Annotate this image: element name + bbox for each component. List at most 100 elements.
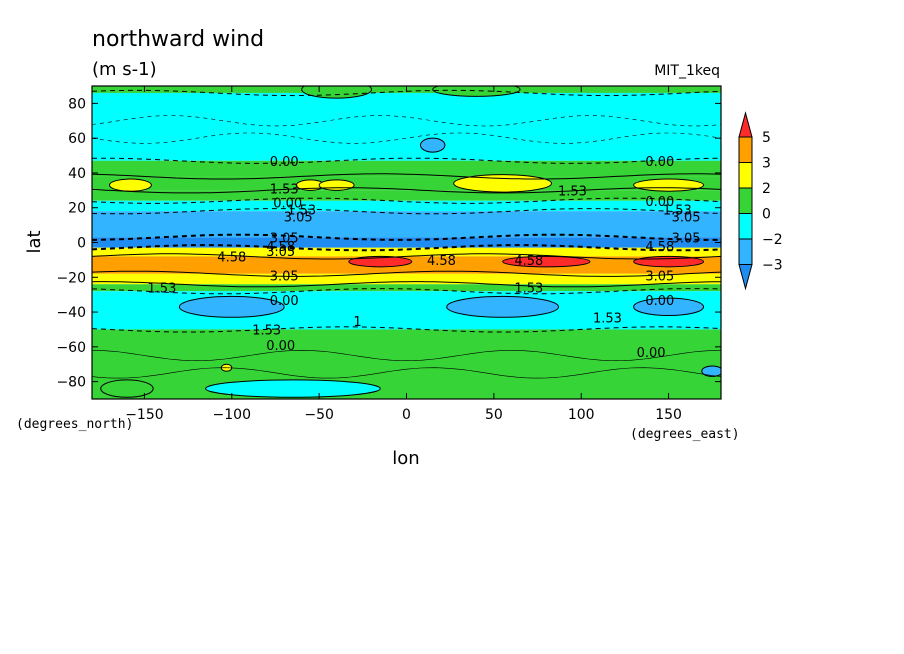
contour-label: 4.58 — [427, 254, 456, 269]
contour-label: 3.05 — [270, 270, 299, 285]
contour-label: 0.00 — [273, 197, 302, 212]
colorbar-swatch — [738, 136, 753, 163]
contour-label: 0.00 — [645, 195, 674, 210]
contour-label: 3.05 — [672, 210, 701, 225]
band-13 — [92, 329, 721, 399]
colorbar-swatch — [738, 162, 753, 189]
x-tick-label: 100 — [568, 407, 595, 423]
contour-line-4 — [92, 187, 721, 194]
chart-title: northward wind — [92, 27, 264, 52]
contour-line-8 — [92, 244, 721, 252]
contour-label: 1.53 — [252, 323, 281, 338]
colorbar-label: 0 — [762, 207, 771, 223]
contour-line-5 — [92, 197, 721, 204]
colorbar-label: 3 — [762, 156, 771, 172]
band-5 — [92, 200, 721, 212]
contour-line-11 — [92, 281, 721, 288]
colorbar-label: 5 — [762, 130, 771, 146]
contour-label: 4.58 — [266, 240, 295, 255]
band-2 — [92, 160, 721, 177]
contour-label: 1.53 — [558, 184, 587, 199]
y-tick-label: −80 — [56, 375, 86, 391]
chart-units: (m s-1) — [92, 59, 157, 80]
colorbar: 5 3 2 0 −2 −3 — [738, 111, 783, 291]
blob-17 — [432, 86, 521, 97]
contour-label: 4.58 — [645, 240, 674, 255]
contour-label: 0.00 — [637, 346, 666, 361]
y-tick-label: 0 — [77, 236, 86, 252]
x-tick-label: −150 — [125, 407, 163, 423]
contour-label: 1.53 — [593, 311, 622, 326]
colorbar-label: −2 — [762, 232, 783, 248]
contour-line-6 — [92, 208, 721, 215]
contour-label: 3.05 — [645, 270, 674, 285]
blob-15 — [701, 365, 721, 377]
contour-lines — [92, 89, 721, 379]
contour-label: 4.58 — [514, 254, 543, 269]
blob-7 — [446, 295, 560, 318]
x-tick-label: 150 — [655, 407, 682, 423]
blob-9 — [348, 255, 413, 268]
colorbar-bottom-arrow — [738, 264, 753, 291]
band-3 — [92, 176, 721, 191]
blob-10 — [502, 255, 591, 268]
contour-label: 0.00 — [645, 155, 674, 170]
contour-label: 1.53 — [147, 282, 176, 297]
x-tick-label: 0 — [402, 407, 411, 423]
contour-line-10 — [92, 270, 721, 277]
contour-label: 0.00 — [266, 339, 295, 354]
band-8 — [92, 247, 721, 257]
y-axis-label: lat — [24, 230, 45, 253]
y-tick-label: −40 — [56, 305, 86, 321]
y-tick-label: 20 — [68, 201, 86, 217]
blob-5 — [419, 137, 446, 153]
contour-label: 3.05 — [266, 245, 295, 260]
x-axis-ticks: −150 −100 −50 0 50 100 150 — [125, 86, 682, 423]
y-units-note: (degrees_north) — [16, 417, 133, 432]
blob-12 — [100, 379, 154, 398]
dataset-label: MIT_1keq — [654, 63, 720, 79]
contour-line-12 — [92, 288, 721, 295]
y-tick-label: −60 — [56, 340, 86, 356]
contour-label: 3.05 — [672, 231, 701, 246]
y-tick-label: 40 — [68, 166, 86, 182]
contour-line-2 — [92, 157, 721, 164]
band-6 — [92, 211, 721, 238]
contour-label: 0.00 — [270, 155, 299, 170]
thin-contour-1 — [92, 115, 721, 127]
colorbar-label: −3 — [762, 258, 783, 274]
band-4 — [92, 190, 721, 201]
contour-line-9 — [92, 253, 721, 260]
x-units-note: (degrees_east) — [630, 427, 740, 442]
blob-2 — [318, 179, 355, 191]
contour-label: 1 — [353, 315, 361, 330]
contour-field — [92, 86, 721, 399]
contour-label: 3.05 — [284, 210, 313, 225]
contour-line-1 — [92, 89, 721, 97]
contour-label: 1.53 — [287, 203, 316, 218]
x-tick-label: −50 — [304, 407, 334, 423]
contour-labels: 0.001.530.001.533.053.054.583.054.58 4.58… — [147, 155, 700, 361]
contour-line-13 — [92, 326, 721, 333]
colorbar-swatch — [738, 213, 753, 240]
y-tick-label: 80 — [68, 96, 86, 112]
colorbar-swatch — [738, 238, 753, 265]
contour-label: 4.58 — [217, 250, 246, 265]
thin-contour-2 — [92, 349, 721, 362]
x-tick-label: −100 — [213, 407, 251, 423]
band-7 — [92, 237, 721, 248]
x-axis-label: lon — [392, 448, 419, 469]
colorbar-swatch — [738, 187, 753, 214]
blob-6 — [178, 295, 285, 318]
contour-label: 1.53 — [270, 183, 299, 198]
y-tick-label: 60 — [68, 131, 86, 147]
contour-label: 1.53 — [514, 282, 543, 297]
blob-13 — [205, 379, 381, 398]
thin-contour-0 — [92, 132, 721, 144]
contour-label: 1.53 — [663, 203, 692, 218]
band-10 — [92, 273, 721, 285]
contour-line-7 — [92, 233, 721, 241]
contour-label: 0.00 — [270, 294, 299, 309]
colorbar-top-arrow — [738, 111, 753, 138]
